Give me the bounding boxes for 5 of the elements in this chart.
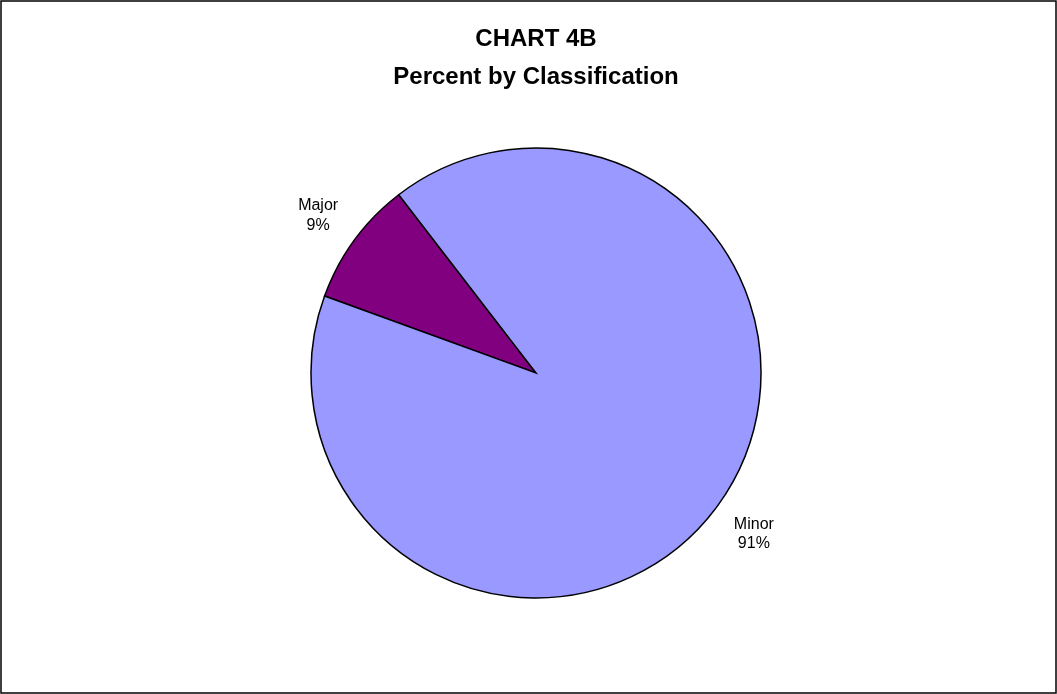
slice-label: Major: [298, 196, 339, 214]
data-label: 9%: [306, 215, 330, 233]
chart-title: CHART 4B Percent by Classification: [393, 24, 679, 89]
data-label: 91%: [737, 534, 770, 552]
slice-label: Minor: [733, 515, 775, 533]
